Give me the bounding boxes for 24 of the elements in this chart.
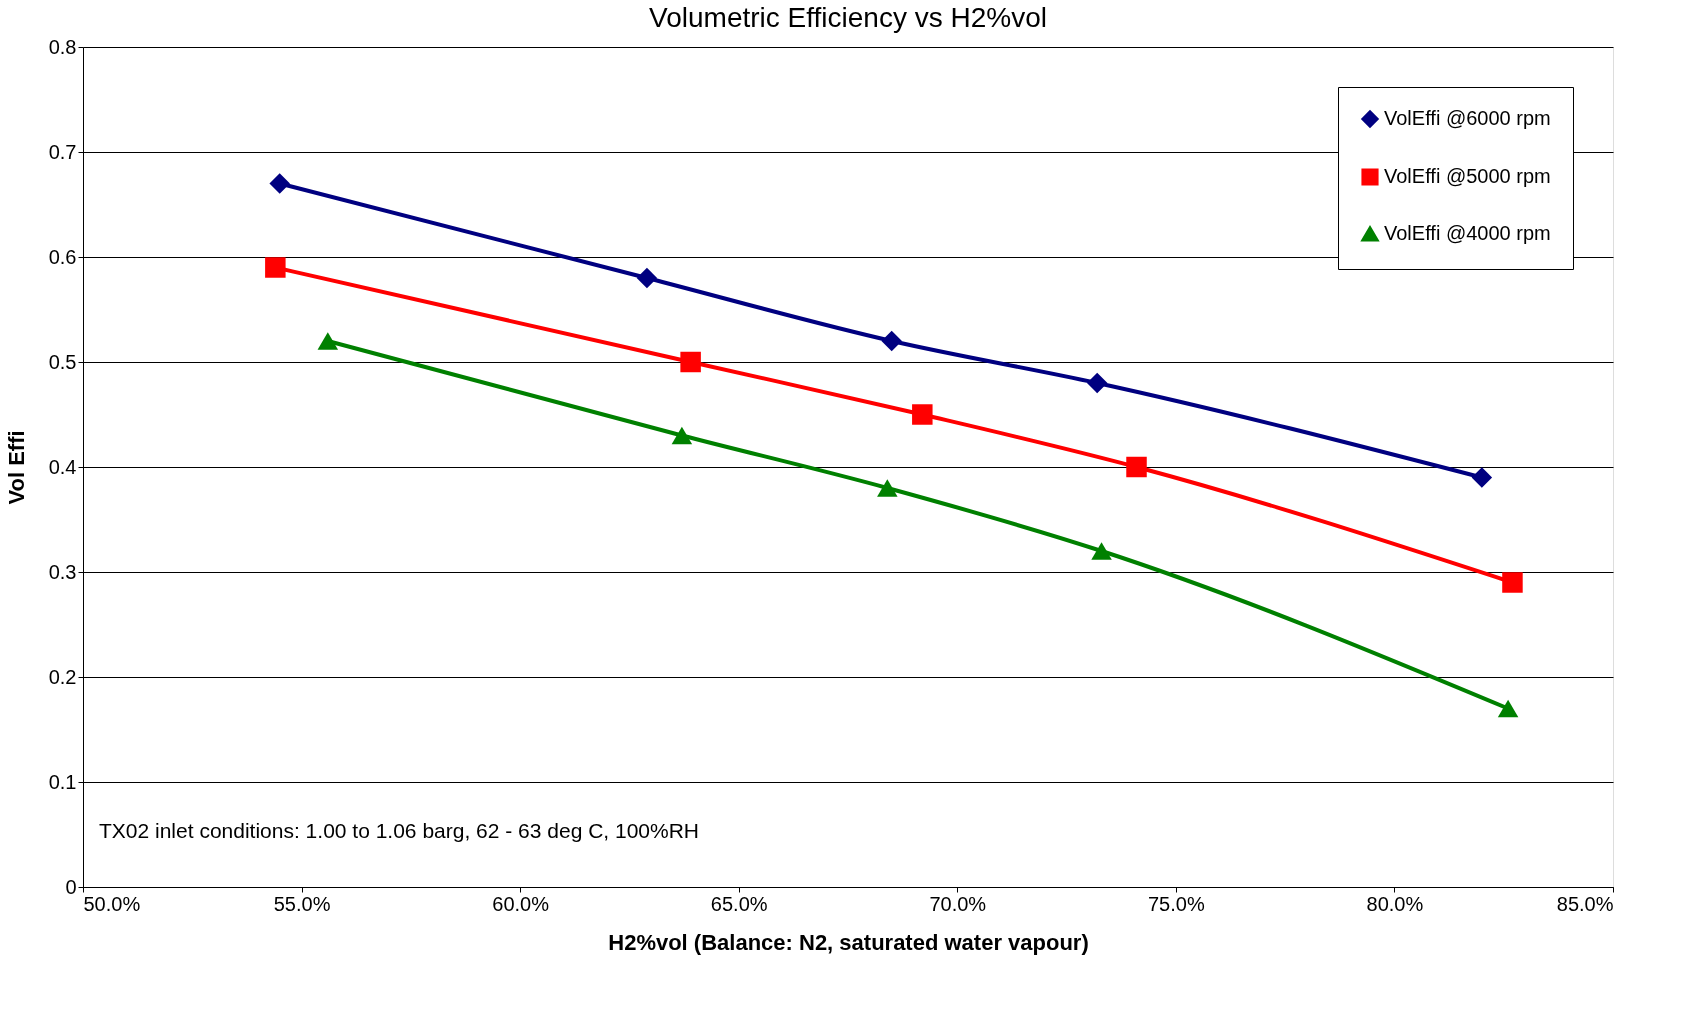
y-tick-label: 0	[65, 875, 77, 898]
chart-title: Volumetric Efficiency vs H2%vol	[649, 2, 1047, 33]
x-tick-label: 85.0%	[1556, 892, 1614, 915]
y-tick-label: 0.4	[48, 455, 77, 478]
x-tick-label: 60.0%	[492, 892, 550, 915]
x-axis-title: H2%vol (Balance: N2, saturated water vapour)	[608, 929, 1089, 955]
x-tick-label: 55.0%	[273, 892, 331, 915]
legend-label: VolEffi @5000 rpm	[1384, 165, 1551, 187]
y-axis-title: Vol Effi	[3, 430, 29, 505]
y-tick-label: 0.1	[48, 770, 77, 793]
legend-label: VolEffi @6000 rpm	[1384, 107, 1551, 129]
y-tick-label: 0.6	[48, 245, 77, 268]
y-tick-label: 0.5	[48, 350, 77, 373]
x-tick-label: 75.0%	[1148, 892, 1205, 915]
y-tick-label: 0.3	[48, 560, 77, 583]
x-tick-label: 80.0%	[1366, 892, 1424, 915]
y-tick-label: 0.8	[48, 35, 77, 58]
x-tick-label: 50.0%	[83, 892, 141, 915]
x-tick-label: 65.0%	[710, 892, 768, 915]
legend-label: VolEffi @4000 rpm	[1384, 222, 1551, 244]
y-tick-label: 0.2	[48, 665, 77, 688]
y-tick-label: 0.7	[48, 140, 77, 163]
x-tick-label: 70.0%	[929, 892, 987, 915]
annotation: TX02 inlet conditions: 1.00 to 1.06 barg, 62 - 63 deg C, 100%RH	[99, 819, 700, 842]
